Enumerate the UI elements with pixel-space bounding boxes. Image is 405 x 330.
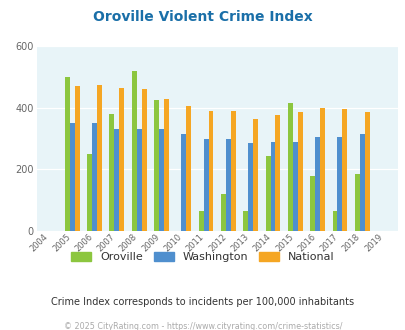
Bar [181,134,186,231]
Bar [186,106,191,231]
Bar [337,137,341,231]
Bar [132,71,136,231]
Bar [319,108,324,231]
Text: Crime Index corresponds to incidents per 100,000 inhabitants: Crime Index corresponds to incidents per… [51,297,354,307]
Bar [332,211,337,231]
Bar [92,123,97,231]
Bar [65,77,70,231]
Bar [275,115,279,231]
Bar [252,118,258,231]
Bar [119,88,124,231]
Bar [97,85,102,231]
Bar [341,109,346,231]
Legend: Oroville, Washington, National: Oroville, Washington, National [66,248,339,267]
Bar [87,154,92,231]
Bar [314,137,319,231]
Text: © 2025 CityRating.com - https://www.cityrating.com/crime-statistics/: © 2025 CityRating.com - https://www.city… [64,322,341,330]
Bar [198,211,203,231]
Bar [208,111,213,231]
Bar [141,89,146,231]
Bar [225,139,230,231]
Bar [297,113,302,231]
Bar [354,174,359,231]
Bar [265,155,270,231]
Bar [292,142,297,231]
Bar [364,113,369,231]
Bar [287,103,292,231]
Bar [309,176,314,231]
Bar [159,129,164,231]
Bar [220,194,225,231]
Bar [109,114,114,231]
Bar [164,99,168,231]
Bar [243,211,247,231]
Bar [154,100,159,231]
Bar [70,123,75,231]
Bar [230,111,235,231]
Bar [136,129,141,231]
Bar [247,143,252,231]
Bar [270,142,275,231]
Bar [203,139,208,231]
Bar [359,134,364,231]
Bar [75,86,79,231]
Text: Oroville Violent Crime Index: Oroville Violent Crime Index [93,10,312,24]
Bar [114,129,119,231]
